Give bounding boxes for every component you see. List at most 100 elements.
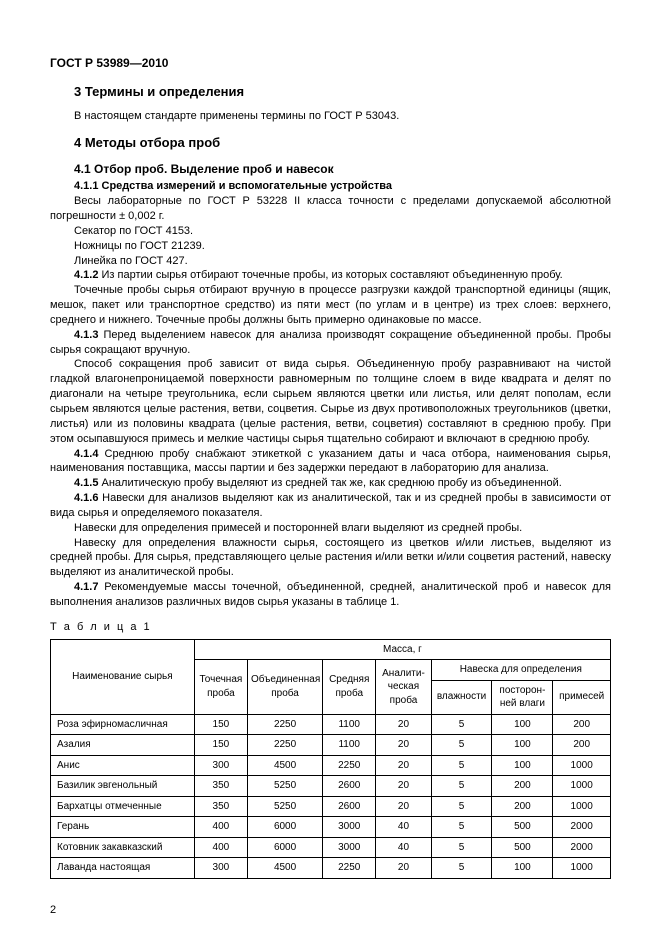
label-416: 4.1.6 xyxy=(74,492,98,504)
cell-e: 5 xyxy=(431,796,492,817)
col-point: Точечная проба xyxy=(194,660,247,715)
text-416a: Навески для анализов выделяют как из ана… xyxy=(50,492,611,519)
cell-d: 40 xyxy=(376,817,431,838)
cell-f: 200 xyxy=(492,796,553,817)
para-411d: Линейка по ГОСТ 427. xyxy=(50,254,611,269)
text-412a: Из партии сырья отбирают точечные пробы,… xyxy=(98,269,562,281)
cell-a: 400 xyxy=(194,817,247,838)
cell-b: 6000 xyxy=(247,837,322,858)
row-name: Роза эфирномасличная xyxy=(51,714,195,735)
cell-f: 200 xyxy=(492,776,553,797)
cell-b: 4500 xyxy=(247,755,322,776)
cell-a: 150 xyxy=(194,714,247,735)
cell-e: 5 xyxy=(431,735,492,756)
cell-g: 1000 xyxy=(553,858,611,879)
row-name: Котовник закавказский xyxy=(51,837,195,858)
text-415: Аналитическую пробу выделяют из средней … xyxy=(98,477,561,489)
cell-g: 1000 xyxy=(553,755,611,776)
cell-a: 400 xyxy=(194,837,247,858)
text-414: Среднюю пробу снабжают этикеткой с указа… xyxy=(50,448,611,475)
cell-c: 2600 xyxy=(323,776,376,797)
cell-f: 100 xyxy=(492,858,553,879)
para-411b: Секатор по ГОСТ 4153. xyxy=(50,224,611,239)
section-3-heading: 3 Термины и определения xyxy=(74,83,611,101)
col-name: Наименование сырья xyxy=(51,639,195,714)
cell-e: 5 xyxy=(431,714,492,735)
cell-f: 500 xyxy=(492,817,553,838)
table-row: Лаванда настоящая300450022502051001000 xyxy=(51,858,611,879)
cell-g: 1000 xyxy=(553,776,611,797)
doc-code: ГОСТ Р 53989—2010 xyxy=(50,55,611,71)
cell-c: 2250 xyxy=(323,755,376,776)
table-row: Азалия15022501100205100200 xyxy=(51,735,611,756)
cell-g: 2000 xyxy=(553,817,611,838)
col-avg: Средняя проба xyxy=(323,660,376,715)
cell-a: 350 xyxy=(194,776,247,797)
col-nav: Навеска для определения xyxy=(431,660,610,681)
cell-e: 5 xyxy=(431,776,492,797)
cell-d: 20 xyxy=(376,776,431,797)
para-416a: 4.1.6 Навески для анализов выделяют как … xyxy=(50,491,611,521)
cell-c: 2600 xyxy=(323,796,376,817)
table-row: Анис300450022502051001000 xyxy=(51,755,611,776)
table-header-row-1: Наименование сырья Масса, г xyxy=(51,639,611,660)
row-name: Анис xyxy=(51,755,195,776)
label-417: 4.1.7 xyxy=(74,581,98,593)
col-anal: Аналити- ческая проба xyxy=(376,660,431,715)
cell-d: 40 xyxy=(376,837,431,858)
cell-c: 1100 xyxy=(323,735,376,756)
col-mass: Масса, г xyxy=(194,639,610,660)
section-4-heading: 4 Методы отбора проб xyxy=(74,134,611,152)
para-413b: Способ сокращения проб зависит от вида с… xyxy=(50,357,611,446)
cell-e: 5 xyxy=(431,755,492,776)
table-row: Роза эфирномасличная15022501100205100200 xyxy=(51,714,611,735)
cell-a: 150 xyxy=(194,735,247,756)
col-comb: Объединенная проба xyxy=(247,660,322,715)
para-416c: Навеску для определения влажности сырья,… xyxy=(50,536,611,581)
para-414: 4.1.4 Среднюю пробу снабжают этикеткой с… xyxy=(50,447,611,477)
para-411c: Ножницы по ГОСТ 21239. xyxy=(50,239,611,254)
table-row: Котовник закавказский4006000300040550020… xyxy=(51,837,611,858)
heading-4-1: 4.1 Отбор проб. Выделение проб и навесок xyxy=(74,161,611,177)
cell-g: 200 xyxy=(553,714,611,735)
cell-f: 100 xyxy=(492,714,553,735)
cell-g: 1000 xyxy=(553,796,611,817)
label-412: 4.1.2 xyxy=(74,269,98,281)
cell-f: 500 xyxy=(492,837,553,858)
cell-b: 2250 xyxy=(247,714,322,735)
cell-g: 2000 xyxy=(553,837,611,858)
cell-d: 20 xyxy=(376,714,431,735)
row-name: Герань xyxy=(51,817,195,838)
row-name: Базилик эвгенольный xyxy=(51,776,195,797)
para-415: 4.1.5 Аналитическую пробу выделяют из ср… xyxy=(50,476,611,491)
cell-b: 6000 xyxy=(247,817,322,838)
cell-c: 1100 xyxy=(323,714,376,735)
cell-e: 5 xyxy=(431,858,492,879)
label-413: 4.1.3 xyxy=(74,329,98,341)
text-417: Рекомендуемые массы точечной, объединенн… xyxy=(50,581,611,608)
mass-table: Наименование сырья Масса, г Точечная про… xyxy=(50,639,611,879)
col-ext: посторон- ней влаги xyxy=(492,680,553,714)
cell-b: 4500 xyxy=(247,858,322,879)
label-414: 4.1.4 xyxy=(74,448,98,460)
cell-b: 5250 xyxy=(247,796,322,817)
text-413a: Перед выделением навесок для анализа про… xyxy=(50,329,611,356)
row-name: Лаванда настоящая xyxy=(51,858,195,879)
page: ГОСТ Р 53989—2010 3 Термины и определени… xyxy=(0,0,661,936)
cell-g: 200 xyxy=(553,735,611,756)
para-413a: 4.1.3 Перед выделением навесок для анали… xyxy=(50,328,611,358)
cell-d: 20 xyxy=(376,735,431,756)
para-417: 4.1.7 Рекомендуемые массы точечной, объе… xyxy=(50,580,611,610)
col-imp: примесей xyxy=(553,680,611,714)
section-3-body: В настоящем стандарте применены термины … xyxy=(50,109,611,124)
cell-c: 3000 xyxy=(323,837,376,858)
cell-a: 300 xyxy=(194,755,247,776)
cell-a: 350 xyxy=(194,796,247,817)
cell-f: 100 xyxy=(492,755,553,776)
table-caption: Т а б л и ц а 1 xyxy=(50,620,611,635)
col-hum: влажности xyxy=(431,680,492,714)
cell-b: 5250 xyxy=(247,776,322,797)
page-number: 2 xyxy=(50,903,56,918)
cell-d: 20 xyxy=(376,858,431,879)
cell-d: 20 xyxy=(376,755,431,776)
